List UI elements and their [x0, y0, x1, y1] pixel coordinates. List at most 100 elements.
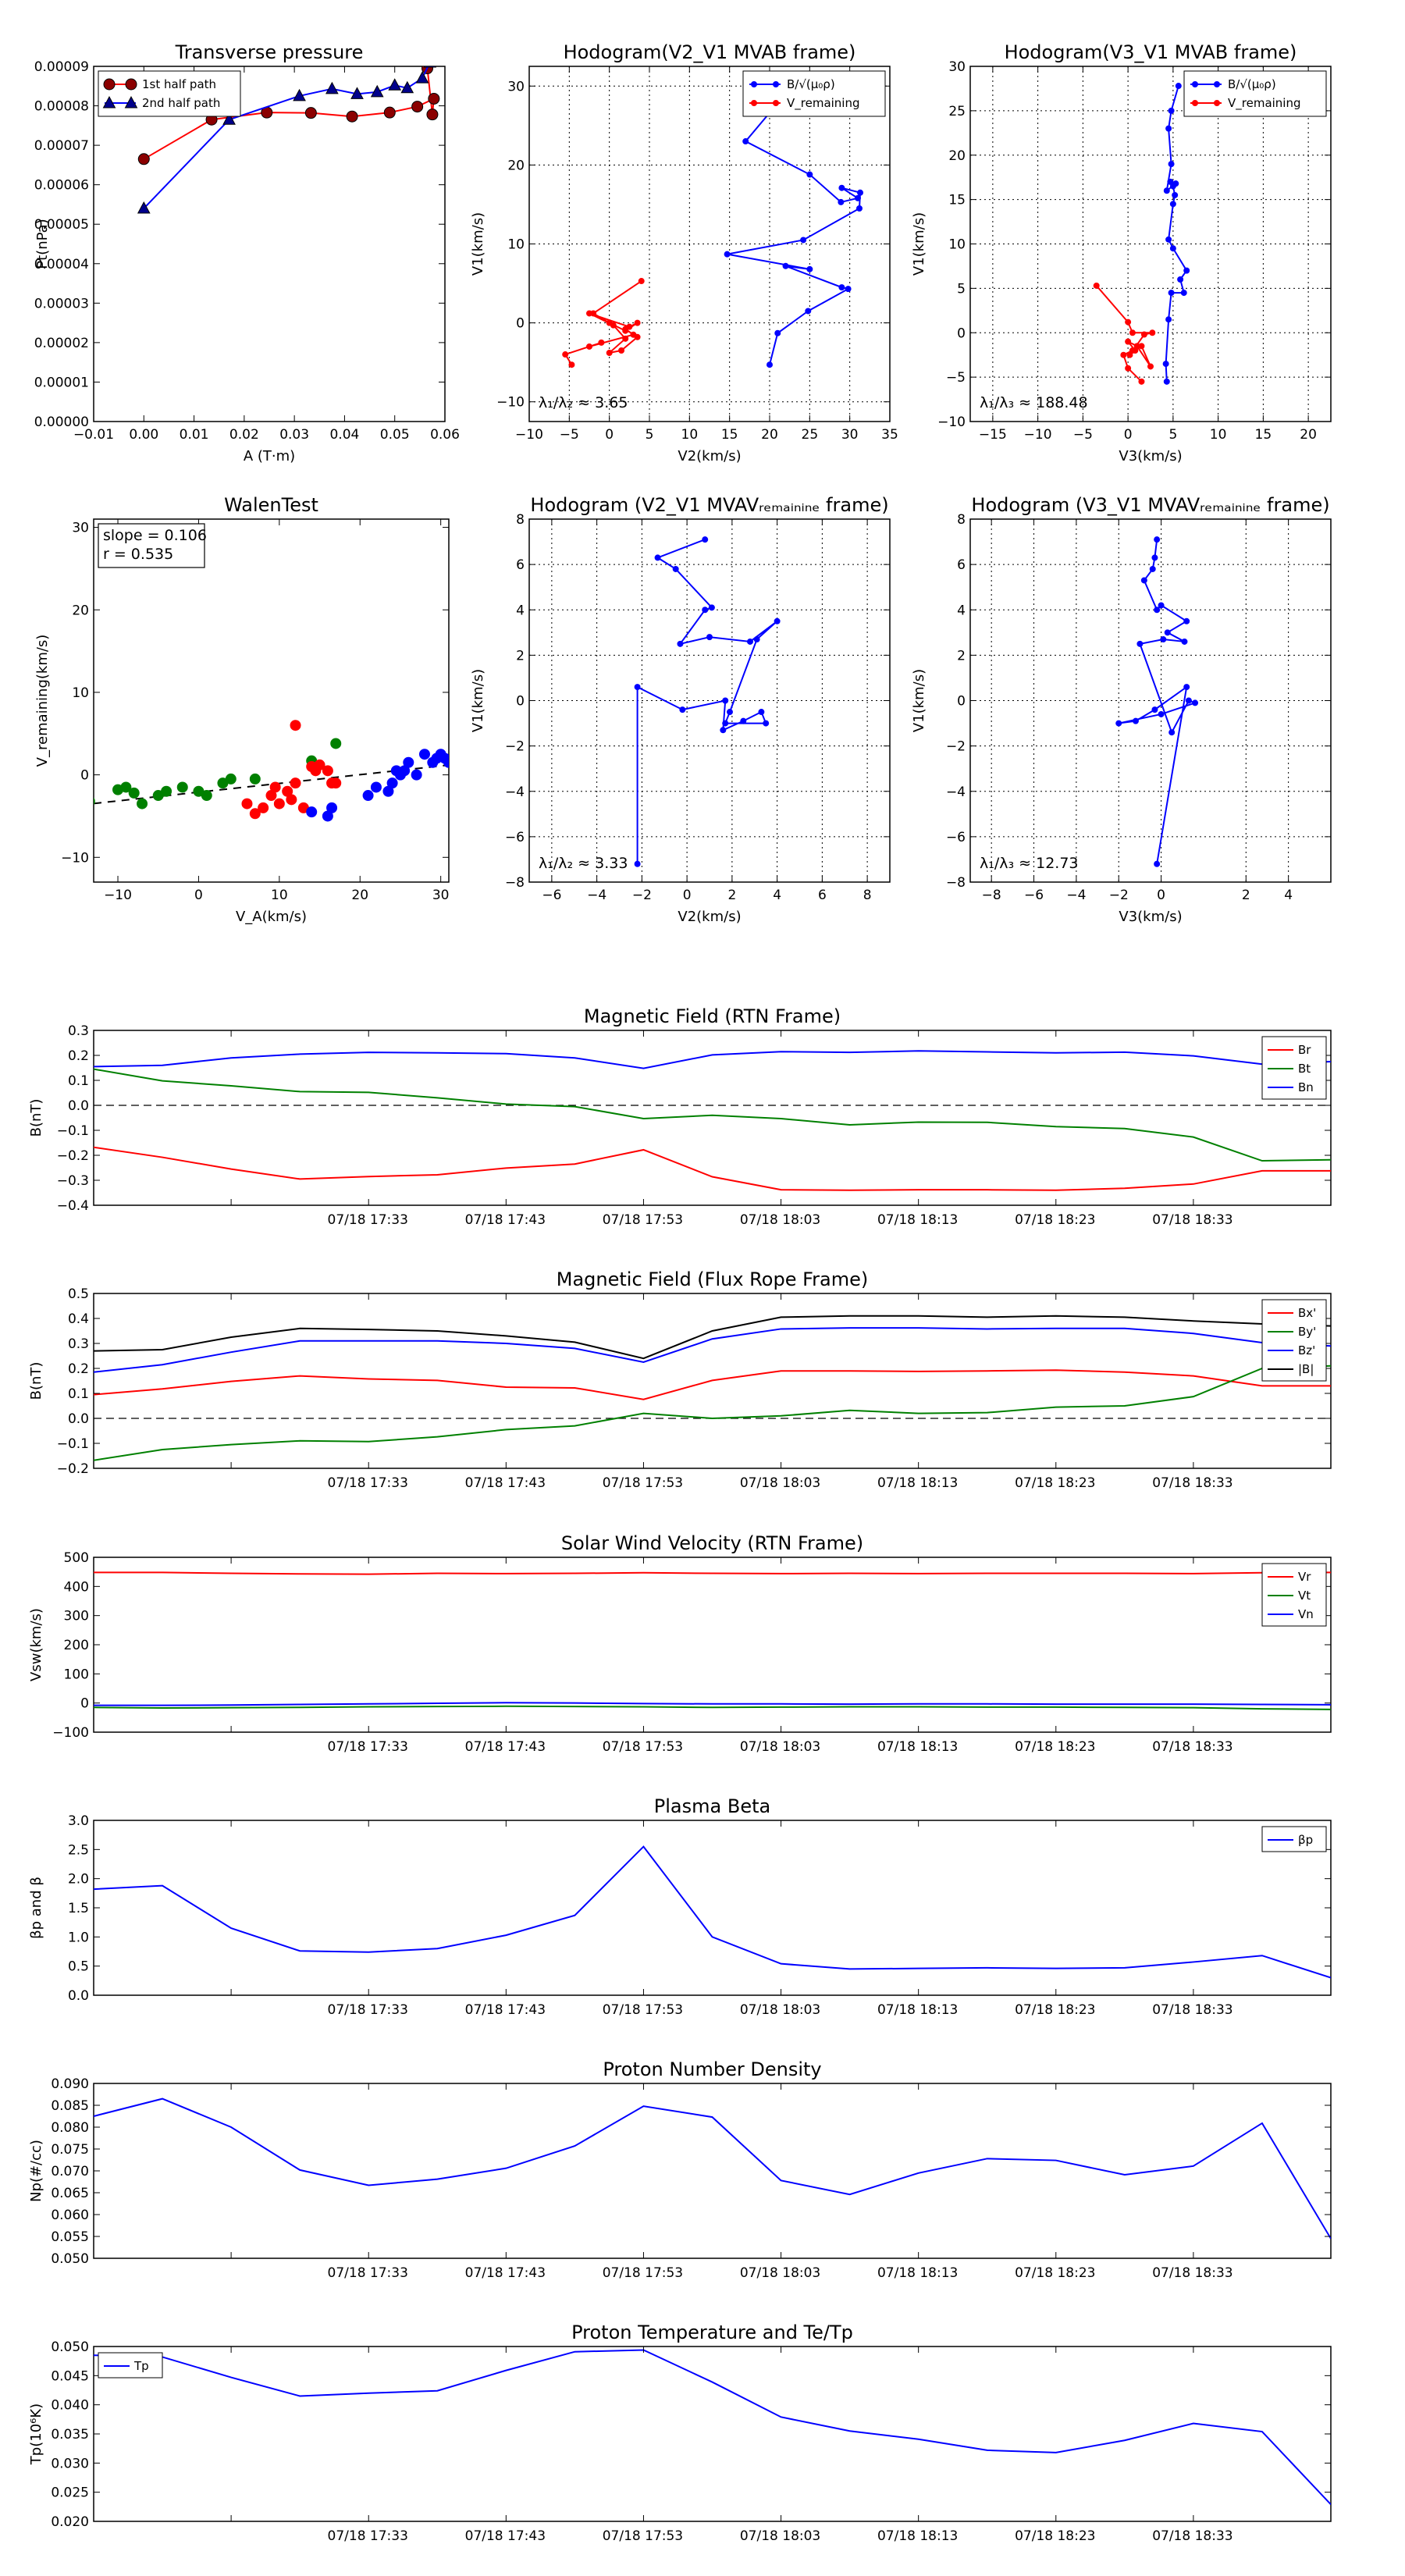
- y-tick-label: 0.4: [68, 1311, 89, 1327]
- data-point: [293, 88, 306, 101]
- x-tick-label: 07/18 18:13: [877, 2002, 958, 2018]
- data-point: [176, 781, 188, 793]
- data-point: [782, 262, 789, 269]
- x-tick-label: 07/18 18:03: [740, 1212, 820, 1228]
- data-point: [805, 308, 812, 315]
- x-tick-label: 07/18 17:33: [328, 2265, 408, 2281]
- legend-entry: Tp: [133, 2359, 149, 2373]
- x-tick-label: 07/18 17:33: [328, 2528, 408, 2544]
- y-tick-label: 0: [957, 694, 966, 710]
- plot-area: [137, 66, 440, 214]
- y-tick-label: 0.5: [68, 1959, 89, 1975]
- chart-density: Proton Number Density 07/18 17:33 07/18 17…: [28, 2058, 1332, 2281]
- y-tick-label: 0.040: [51, 2398, 89, 2414]
- plot-frame: [528, 66, 891, 422]
- data-point: [403, 756, 414, 768]
- y-tick-label: −0.1: [57, 1436, 89, 1452]
- data-point: [1183, 684, 1190, 691]
- plot-area: [94, 1845, 1331, 1979]
- annotation-line: slope = 0.106: [103, 527, 207, 544]
- x-tick-label: −5: [560, 427, 579, 443]
- data-point: [428, 92, 440, 105]
- data-point: [767, 361, 773, 368]
- chart-hodo_v2v1_mvab: Hodogram(V2_V1 MVAB frame) −10 −5 0 5 10 15 20 2…: [470, 41, 898, 464]
- legend: [98, 70, 241, 117]
- y-axis-label: V1(km/s): [911, 212, 927, 276]
- plot-frame: [528, 518, 891, 883]
- x-axis-label: V2(km/s): [678, 909, 741, 925]
- plot-frame: [93, 1820, 1332, 1996]
- chart-title: Magnetic Field (Flux Rope Frame): [557, 1268, 868, 1290]
- y-tick-label: 30: [72, 521, 89, 536]
- y-tick-label: 0.030: [51, 2456, 89, 2471]
- data-point: [201, 790, 212, 802]
- y-tick-label: 0.00005: [34, 217, 89, 233]
- legend-entry: 1st half path: [142, 77, 216, 91]
- data-point: [426, 109, 439, 121]
- data-point: [751, 81, 757, 87]
- x-tick-label: 07/18 17:53: [603, 2528, 683, 2544]
- x-tick-label: −10: [1024, 427, 1052, 443]
- data-point: [411, 101, 424, 113]
- data-point: [125, 78, 137, 91]
- y-tick-label: 2: [957, 648, 966, 664]
- data-point: [1168, 729, 1176, 736]
- data-point: [724, 251, 731, 258]
- y-axis-label: Np(#/cc): [28, 2140, 44, 2202]
- y-tick-label: 0.060: [51, 2208, 89, 2223]
- y-tick-label: 10: [507, 237, 525, 253]
- y-tick-label: 0.1: [68, 1073, 89, 1089]
- x-tick-label: 07/18 18:23: [1015, 1212, 1095, 1228]
- x-tick-label: 07/18 18:23: [1015, 1475, 1095, 1491]
- data-point: [618, 347, 625, 354]
- y-tick-label: −2: [505, 739, 525, 755]
- data-point: [626, 323, 633, 330]
- data-point: [326, 802, 338, 813]
- y-tick-label: 0.00002: [34, 336, 89, 351]
- data-point: [290, 720, 301, 731]
- y-tick-label: −6: [505, 830, 525, 845]
- data-point: [1125, 338, 1132, 345]
- data-point: [415, 71, 429, 84]
- y-tick-label: −8: [946, 875, 966, 891]
- y-tick-label: 2.5: [68, 1842, 89, 1858]
- y-axis-label: V_remaining(km/s): [34, 635, 51, 767]
- data-point: [634, 860, 641, 867]
- y-tick-label: −100: [52, 1725, 89, 1741]
- plot-area: [94, 1050, 1331, 1191]
- x-tick-label: −2: [632, 888, 652, 903]
- legend-entry: V_remaining: [1228, 96, 1301, 111]
- y-tick-label: 0.0: [68, 1988, 89, 2004]
- data-point: [161, 785, 173, 797]
- x-tick-label: 2: [1242, 888, 1250, 903]
- y-axis-label: Vsw(km/s): [28, 1608, 44, 1681]
- data-point: [598, 339, 605, 346]
- y-tick-label: −4: [946, 785, 966, 800]
- chart-title: Hodogram(V3_V1 MVAB frame): [1005, 41, 1297, 63]
- series-line: [94, 1702, 1331, 1706]
- plot-frame: [969, 518, 1332, 883]
- data-point: [1093, 282, 1100, 289]
- y-tick-label: 0.045: [51, 2368, 89, 2384]
- data-point: [774, 329, 781, 336]
- data-point: [1151, 706, 1158, 713]
- plot-frame: [93, 2346, 1332, 2522]
- x-tick-label: 0.03: [279, 427, 309, 443]
- y-tick-label: 0.050: [51, 2339, 89, 2355]
- y-tick-label: 0.00001: [34, 375, 89, 390]
- data-point: [1140, 331, 1147, 338]
- data-point: [740, 717, 747, 724]
- data-point: [1147, 363, 1154, 370]
- y-tick-label: 0.090: [51, 2076, 89, 2092]
- x-tick-label: 07/18 17:33: [328, 1212, 408, 1228]
- y-tick-label: 0.2: [68, 1048, 89, 1064]
- x-axis-label: A (T·m): [244, 448, 295, 464]
- data-point: [350, 87, 364, 99]
- data-point: [1177, 276, 1184, 283]
- data-point: [330, 777, 342, 789]
- data-point: [325, 81, 339, 94]
- y-tick-label: 0.020: [51, 2514, 89, 2530]
- data-point: [241, 798, 253, 809]
- data-point: [1129, 329, 1136, 336]
- chart-title: Magnetic Field (RTN Frame): [584, 1005, 841, 1027]
